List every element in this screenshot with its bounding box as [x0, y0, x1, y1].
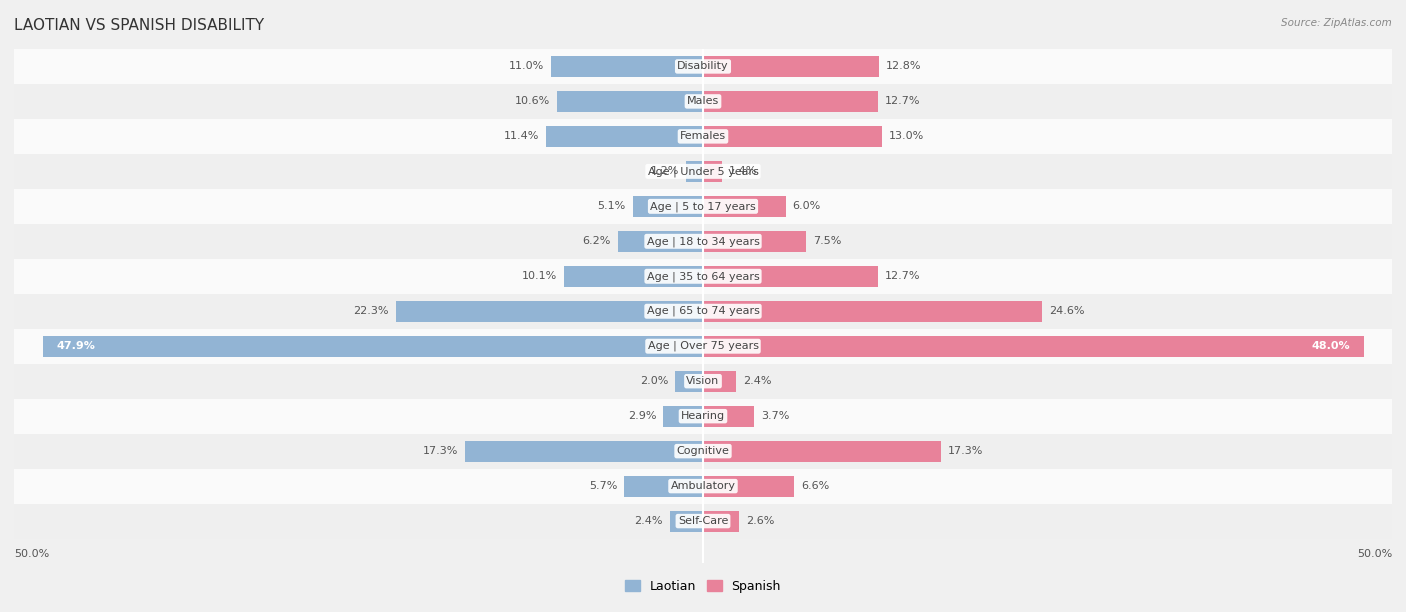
Text: Age | 18 to 34 years: Age | 18 to 34 years [647, 236, 759, 247]
Bar [703, 196, 786, 217]
Bar [395, 300, 703, 322]
Bar [703, 231, 807, 252]
Text: 13.0%: 13.0% [889, 132, 924, 141]
Text: Males: Males [688, 97, 718, 106]
Bar [703, 126, 882, 147]
Bar [14, 364, 1392, 398]
Bar [14, 84, 1392, 119]
Text: 1.4%: 1.4% [730, 166, 758, 176]
Text: 22.3%: 22.3% [353, 306, 389, 316]
Bar [464, 441, 703, 461]
Text: 6.2%: 6.2% [582, 236, 610, 246]
Text: Age | 35 to 64 years: Age | 35 to 64 years [647, 271, 759, 282]
Text: 17.3%: 17.3% [422, 446, 458, 456]
Text: 50.0%: 50.0% [1357, 550, 1392, 559]
Text: 11.4%: 11.4% [503, 132, 538, 141]
Bar [703, 476, 794, 496]
Bar [703, 91, 877, 112]
Bar [44, 336, 703, 357]
Bar [675, 371, 703, 392]
Text: 2.9%: 2.9% [627, 411, 657, 421]
Text: 24.6%: 24.6% [1049, 306, 1084, 316]
Text: 12.7%: 12.7% [884, 271, 921, 282]
Bar [14, 329, 1392, 364]
Bar [703, 406, 754, 427]
Bar [14, 259, 1392, 294]
Bar [617, 231, 703, 252]
Text: 50.0%: 50.0% [14, 550, 49, 559]
Bar [703, 56, 879, 77]
Bar [14, 154, 1392, 189]
Text: Vision: Vision [686, 376, 720, 386]
Text: 11.0%: 11.0% [509, 61, 544, 72]
Text: LAOTIAN VS SPANISH DISABILITY: LAOTIAN VS SPANISH DISABILITY [14, 18, 264, 34]
Text: Age | 5 to 17 years: Age | 5 to 17 years [650, 201, 756, 212]
Bar [564, 266, 703, 287]
Bar [14, 504, 1392, 539]
Text: 12.7%: 12.7% [884, 97, 921, 106]
Bar [703, 441, 942, 461]
Bar [703, 266, 877, 287]
Bar [633, 196, 703, 217]
Bar [557, 91, 703, 112]
Legend: Laotian, Spanish: Laotian, Spanish [620, 575, 786, 598]
Text: 6.0%: 6.0% [793, 201, 821, 211]
Text: 3.7%: 3.7% [761, 411, 789, 421]
Bar [14, 119, 1392, 154]
Text: 2.0%: 2.0% [640, 376, 669, 386]
Bar [14, 49, 1392, 84]
Text: 2.6%: 2.6% [745, 516, 775, 526]
Text: Cognitive: Cognitive [676, 446, 730, 456]
Text: 12.8%: 12.8% [886, 61, 922, 72]
Text: Disability: Disability [678, 61, 728, 72]
Bar [703, 336, 1364, 357]
Text: Self-Care: Self-Care [678, 516, 728, 526]
Bar [703, 371, 737, 392]
Text: Age | Under 5 years: Age | Under 5 years [648, 166, 758, 177]
Text: 48.0%: 48.0% [1312, 341, 1351, 351]
Text: Ambulatory: Ambulatory [671, 481, 735, 491]
Text: 10.1%: 10.1% [522, 271, 557, 282]
Text: 2.4%: 2.4% [742, 376, 772, 386]
Bar [551, 56, 703, 77]
Text: 7.5%: 7.5% [813, 236, 842, 246]
Text: 2.4%: 2.4% [634, 516, 664, 526]
Bar [664, 406, 703, 427]
Bar [669, 510, 703, 532]
Text: 5.7%: 5.7% [589, 481, 617, 491]
Text: 10.6%: 10.6% [515, 97, 550, 106]
Text: Source: ZipAtlas.com: Source: ZipAtlas.com [1281, 18, 1392, 28]
Text: 17.3%: 17.3% [948, 446, 984, 456]
Text: 5.1%: 5.1% [598, 201, 626, 211]
Bar [14, 224, 1392, 259]
Bar [703, 510, 738, 532]
Bar [703, 161, 723, 182]
Text: 1.2%: 1.2% [651, 166, 679, 176]
Text: Age | 65 to 74 years: Age | 65 to 74 years [647, 306, 759, 316]
Text: Hearing: Hearing [681, 411, 725, 421]
Bar [14, 294, 1392, 329]
Bar [14, 189, 1392, 224]
Bar [703, 300, 1042, 322]
Bar [686, 161, 703, 182]
Bar [14, 469, 1392, 504]
Bar [546, 126, 703, 147]
Text: 6.6%: 6.6% [801, 481, 830, 491]
Text: Age | Over 75 years: Age | Over 75 years [648, 341, 758, 351]
Text: 47.9%: 47.9% [56, 341, 96, 351]
Bar [14, 398, 1392, 434]
Bar [624, 476, 703, 496]
Bar [14, 434, 1392, 469]
Text: Females: Females [681, 132, 725, 141]
